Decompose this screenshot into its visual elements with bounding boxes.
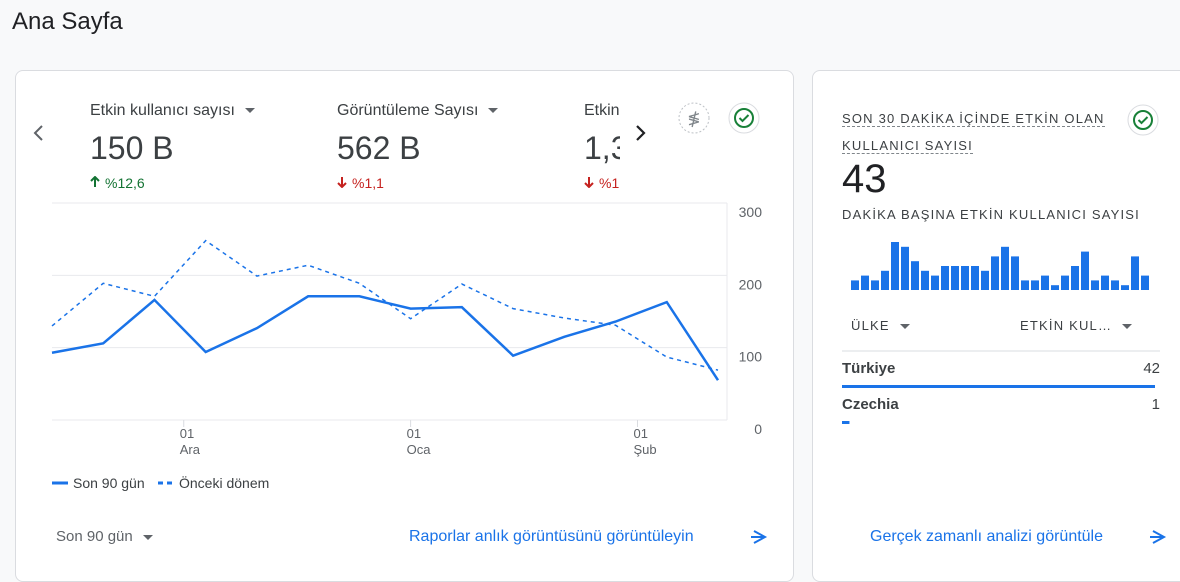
y-tick-label: 200	[739, 276, 763, 292]
bar	[1041, 275, 1049, 290]
column-label: ETKİN KUL…	[1020, 318, 1113, 333]
bar	[931, 275, 939, 290]
users-bar	[842, 421, 850, 424]
report-link[interactable]: Raporlar anlık görüntüsünü görüntüleyin	[409, 528, 694, 545]
bar	[981, 270, 989, 290]
dropdown-icon	[133, 528, 153, 545]
bar	[1101, 275, 1109, 290]
bar	[901, 246, 909, 290]
bar	[1111, 280, 1119, 290]
country-users: 1	[1151, 396, 1160, 413]
metric-label[interactable]: Görüntüleme Sayısı	[337, 102, 498, 120]
prev-arrow[interactable]	[33, 125, 43, 141]
users-bar	[842, 385, 1155, 388]
country-name: Türkiye	[842, 360, 896, 377]
bar	[851, 280, 859, 290]
bar	[861, 275, 869, 290]
column-label: ÜLKE	[851, 318, 890, 333]
status-icon[interactable]	[1127, 104, 1159, 136]
change-arrow	[90, 176, 100, 187]
range-label: Son 90 gün	[56, 528, 133, 545]
bar	[1001, 246, 1009, 290]
link-arrow[interactable]	[751, 530, 768, 544]
change-arrow	[337, 177, 347, 188]
series-line	[51, 239, 719, 371]
bar	[921, 270, 929, 290]
bar	[991, 256, 999, 290]
insight-glyph: ≸	[687, 111, 700, 128]
metric-value: 562 B	[337, 130, 421, 166]
link-arrow[interactable]	[1150, 530, 1167, 544]
range-dropdown[interactable]: Son 90 gün	[56, 528, 153, 545]
bar	[1011, 256, 1019, 290]
column-header[interactable]: ETKİN KUL…	[1020, 318, 1132, 333]
series-line	[51, 295, 720, 381]
realtime-link[interactable]: Gerçek zamanlı analizi görüntüle	[870, 528, 1104, 545]
y-tick-label: 300	[739, 204, 763, 220]
check	[1137, 116, 1149, 125]
bar	[1061, 275, 1069, 290]
legend-label: Son 90 gün	[73, 475, 145, 491]
bar	[1091, 280, 1099, 290]
legend-label: Önceki dönem	[179, 474, 269, 491]
bar	[891, 242, 899, 290]
page: Ana Sayfa Etkin kullanıcı sayısı 150 B %12…	[0, 0, 1180, 564]
bar	[1131, 256, 1139, 290]
change-arrow	[584, 177, 594, 188]
bar	[1031, 280, 1039, 290]
metric-tabs: Etkin kullanıcı sayısı 150 B %12,6 Görüntül…	[80, 96, 620, 196]
bar	[871, 280, 879, 290]
bar	[1021, 280, 1029, 290]
check	[738, 114, 750, 123]
column-header[interactable]: ÜLKE	[851, 318, 910, 333]
bar	[951, 266, 959, 290]
realtime-title-text: SON 30 DAKİKA İÇİNDE ETKİN OLAN KULLANIC…	[842, 111, 1105, 154]
bar	[1071, 266, 1079, 290]
bar	[881, 270, 889, 290]
next-arrow[interactable]	[636, 125, 646, 141]
metric-change: %1	[599, 175, 620, 191]
bar	[1051, 285, 1059, 290]
realtime-title: SON 30 DAKİKA İÇİNDE ETKİN OLAN KULLANIC…	[842, 105, 1117, 159]
x-tick-label: 01 Oca	[406, 426, 431, 457]
bar	[941, 266, 949, 290]
dropdown-icon	[890, 318, 910, 333]
metric-label[interactable]: Etkin	[584, 102, 620, 119]
bar	[1121, 285, 1129, 290]
status-icon[interactable]	[728, 102, 760, 134]
x-tick-label: 01 Ara	[179, 426, 200, 457]
charts: ≸ 0 100 200 300 Son 90 gün Önceki dönem	[33, 102, 1167, 544]
check-circle	[734, 108, 754, 128]
bar	[961, 266, 969, 290]
y-tick-label: 100	[739, 349, 763, 365]
realtime-value: 43	[842, 157, 887, 201]
dropdown-icon	[1112, 318, 1132, 333]
overview-card	[15, 70, 794, 582]
bar	[1081, 251, 1089, 290]
metric-value: 1,3	[584, 130, 620, 166]
realtime-subtitle: DAKİKA BAŞINA ETKİN KULLANICI SAYISI	[842, 207, 1140, 222]
bar	[1141, 275, 1149, 290]
x-tick-label: 01 Şub	[633, 426, 657, 457]
metric-change: %1,1	[352, 175, 384, 191]
country-users: 42	[1143, 360, 1160, 377]
bar	[911, 261, 919, 290]
metric-value: 150 B	[90, 130, 174, 166]
page-title: Ana Sayfa	[12, 8, 123, 35]
metric-change: %12,6	[105, 175, 145, 191]
insight-icon[interactable]	[678, 102, 710, 134]
y-tick-label: 0	[754, 421, 762, 437]
bar	[971, 266, 979, 290]
check-circle	[1133, 110, 1153, 130]
country-name: Czechia	[842, 396, 899, 413]
metric-label[interactable]: Etkin kullanıcı sayısı	[90, 102, 255, 120]
